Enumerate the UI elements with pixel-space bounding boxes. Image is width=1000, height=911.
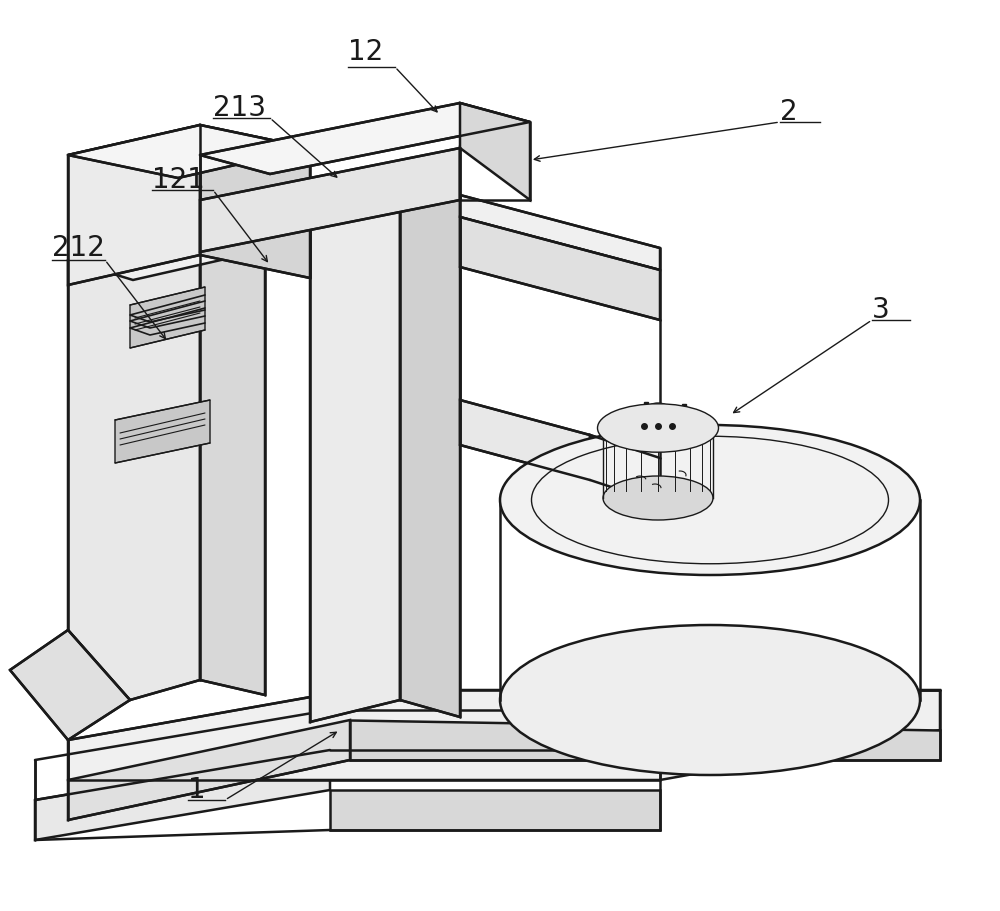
Polygon shape: [68, 690, 940, 780]
Polygon shape: [130, 287, 205, 348]
Polygon shape: [310, 178, 400, 722]
Polygon shape: [310, 178, 460, 217]
Polygon shape: [68, 230, 265, 280]
Ellipse shape: [500, 425, 920, 575]
Text: 121: 121: [152, 166, 205, 194]
Polygon shape: [35, 750, 330, 840]
Polygon shape: [68, 125, 200, 285]
Polygon shape: [10, 630, 130, 740]
Polygon shape: [200, 230, 265, 695]
Ellipse shape: [500, 625, 920, 775]
Text: 2: 2: [780, 98, 798, 126]
Ellipse shape: [598, 404, 718, 452]
Polygon shape: [200, 103, 530, 174]
Polygon shape: [590, 435, 660, 503]
Ellipse shape: [603, 476, 713, 520]
Polygon shape: [330, 790, 660, 830]
Text: 1: 1: [188, 776, 206, 804]
Polygon shape: [68, 230, 200, 700]
Polygon shape: [460, 195, 660, 270]
Polygon shape: [68, 125, 310, 178]
Ellipse shape: [648, 403, 668, 413]
Ellipse shape: [603, 406, 713, 450]
Polygon shape: [400, 178, 460, 717]
Polygon shape: [200, 125, 310, 278]
Polygon shape: [350, 720, 940, 760]
Text: 213: 213: [213, 94, 266, 122]
Polygon shape: [460, 400, 590, 480]
Text: 3: 3: [872, 296, 890, 324]
Polygon shape: [68, 720, 350, 820]
Polygon shape: [460, 217, 660, 320]
Polygon shape: [115, 400, 210, 463]
Polygon shape: [460, 103, 530, 200]
Polygon shape: [200, 148, 460, 252]
Text: 12: 12: [348, 38, 383, 66]
Text: 212: 212: [52, 234, 105, 262]
